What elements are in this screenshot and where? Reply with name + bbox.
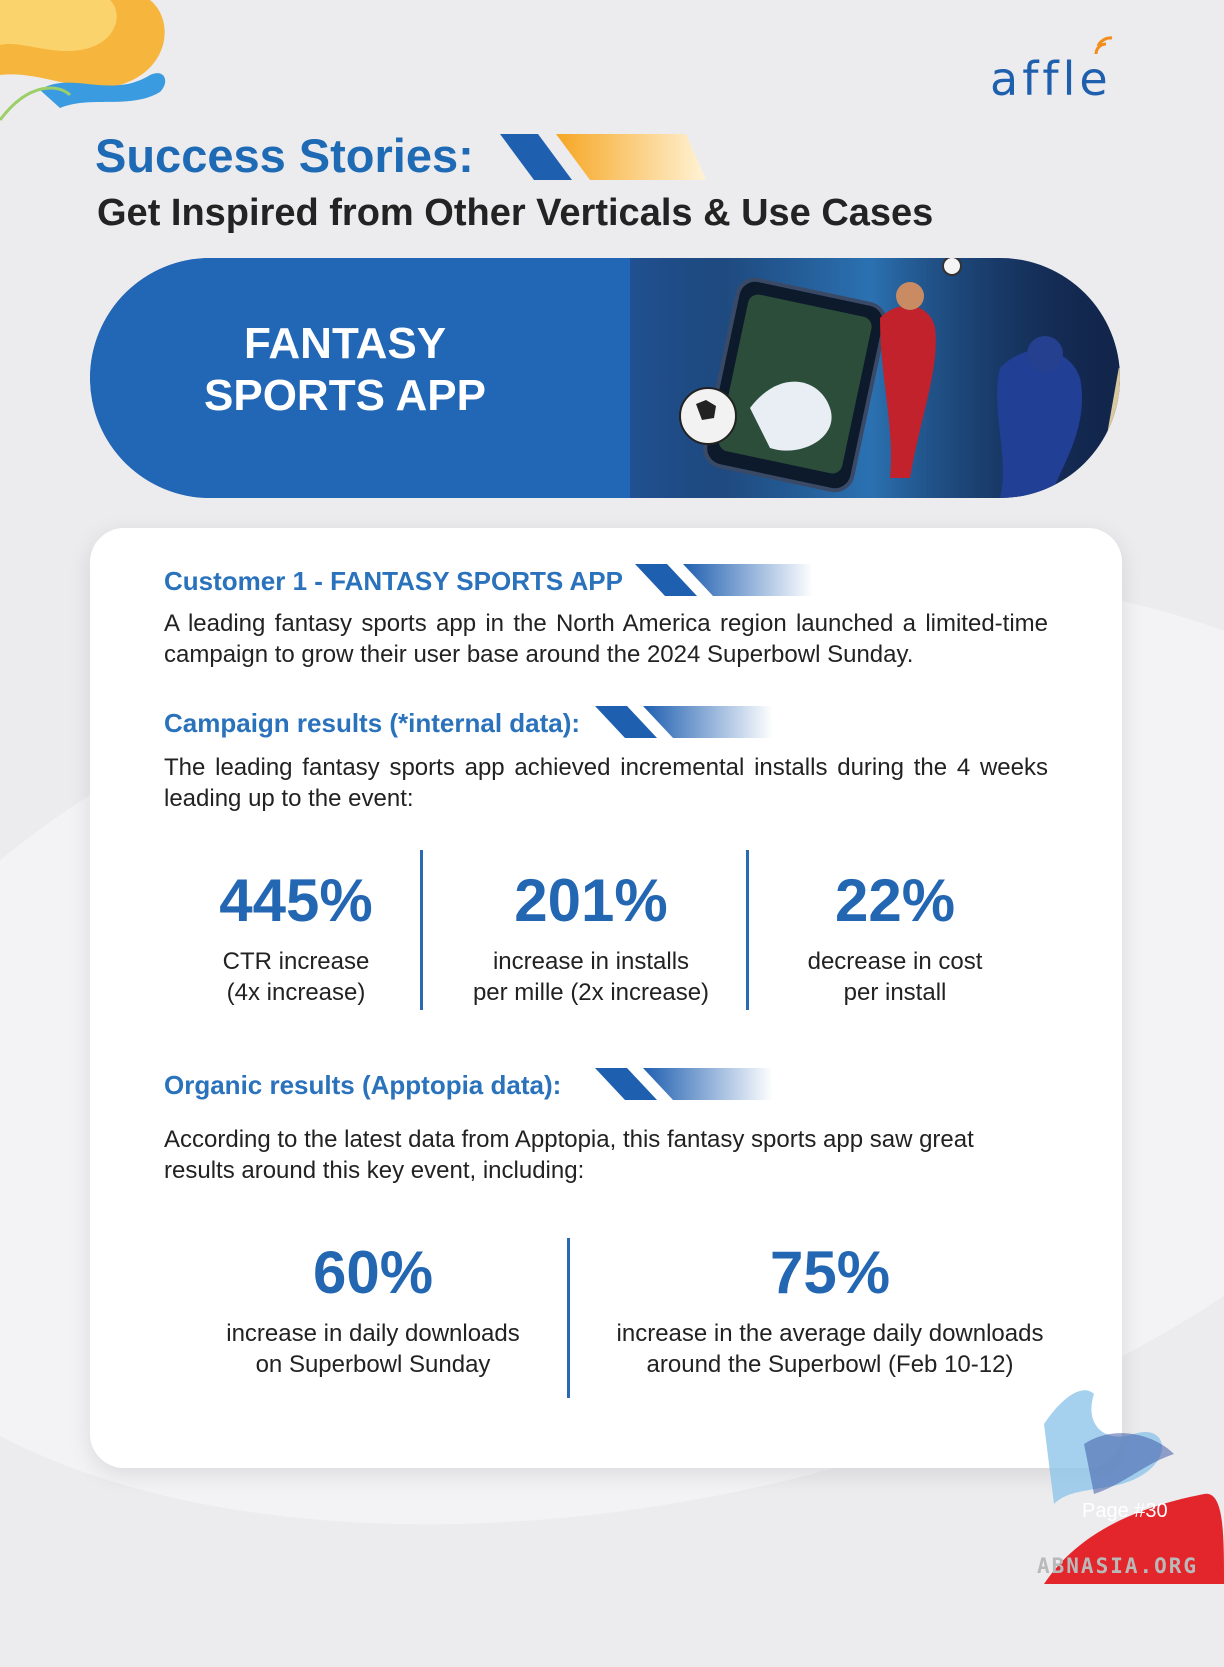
watermark: ABNASIA.ORG bbox=[1037, 1554, 1199, 1578]
hero-banner: FANTASY SPORTS APP bbox=[90, 258, 1120, 498]
page-subtitle: Get Inspired from Other Verticals & Use … bbox=[97, 192, 934, 234]
sports-players-illustration bbox=[620, 258, 1120, 498]
stat-value: 22% bbox=[834, 867, 956, 934]
hero-left-panel bbox=[90, 258, 630, 498]
stat-value: 75% bbox=[769, 1239, 891, 1306]
decorative-swirl-icon bbox=[0, 0, 166, 121]
campaign-description: The leading fantasy sports app achieved … bbox=[164, 754, 1048, 812]
organic-heading: Organic results (Apptopia data): bbox=[164, 1070, 562, 1100]
stat-daily-downloads: 60% increase in daily downloads on Super… bbox=[200, 1238, 546, 1380]
stat-label: CTR increase (4x increase) bbox=[222, 948, 370, 1006]
page-title: Success Stories: bbox=[95, 129, 474, 182]
customer-heading: Customer 1 - FANTASY SPORTS APP bbox=[164, 566, 623, 596]
stat-label: increase in installs per mille (2x incre… bbox=[472, 948, 710, 1006]
affle-logo: affle bbox=[990, 52, 1112, 106]
customer-description: A leading fantasy sports app in the Nort… bbox=[164, 610, 1048, 668]
signal-wave-icon bbox=[1094, 36, 1113, 55]
stat-ctr: 445% CTR increase (4x increase) bbox=[150, 866, 442, 1008]
title-stripes-icon bbox=[500, 134, 706, 180]
stat-divider bbox=[746, 850, 749, 1010]
heading-stripes-icon bbox=[595, 706, 773, 738]
stat-value: 201% bbox=[514, 867, 668, 934]
content-card: Customer 1 - FANTASY SPORTS APP A leadin… bbox=[90, 528, 1122, 1468]
heading-stripes-icon bbox=[595, 1068, 773, 1100]
stat-average-downloads: 75% increase in the average daily downlo… bbox=[598, 1238, 1062, 1380]
stat-divider bbox=[567, 1238, 570, 1398]
stat-value: 445% bbox=[219, 867, 373, 934]
organic-description: According to the latest data from Apptop… bbox=[164, 1126, 974, 1184]
stat-label: increase in daily downloads on Superbowl… bbox=[226, 1320, 520, 1378]
page-number: Page #30 bbox=[1082, 1500, 1168, 1522]
hero-title: FANTASY SPORTS APP bbox=[204, 319, 486, 420]
stat-ipm: 201% increase in installs per mille (2x … bbox=[440, 866, 742, 1008]
campaign-heading: Campaign results (*internal data): bbox=[164, 708, 581, 738]
stat-cpi: 22% decrease in cost per install bbox=[770, 866, 1020, 1008]
stat-label: decrease in cost per install bbox=[807, 948, 983, 1006]
heading-stripes-icon bbox=[635, 564, 813, 596]
stat-label: increase in the average daily downloads … bbox=[616, 1320, 1044, 1378]
stat-divider bbox=[420, 850, 423, 1010]
decorative-wave-icon bbox=[1044, 1390, 1224, 1584]
stat-value: 60% bbox=[312, 1239, 434, 1306]
